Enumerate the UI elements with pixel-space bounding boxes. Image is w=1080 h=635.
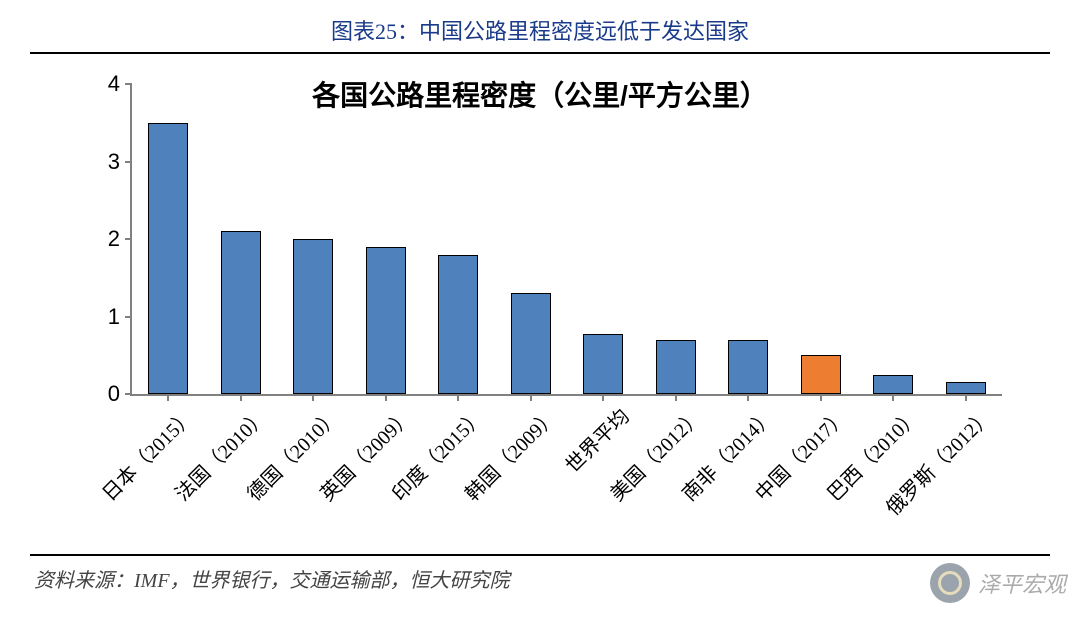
bar bbox=[801, 355, 841, 394]
bar bbox=[293, 239, 333, 394]
source-text: 资料来源：IMF，世界银行，交通运输部，恒大研究院 bbox=[30, 556, 1050, 593]
watermark: 泽平宏观 bbox=[930, 563, 1066, 603]
bar bbox=[873, 375, 913, 394]
y-tick-mark bbox=[125, 316, 132, 318]
bar bbox=[438, 255, 478, 395]
y-tick-mark bbox=[125, 238, 132, 240]
bar bbox=[366, 247, 406, 394]
bar bbox=[946, 382, 986, 394]
plot-area: 01234日本（2015）法国（2010）德国（2010）英国（2009）印度（… bbox=[130, 84, 1002, 396]
bar bbox=[221, 231, 261, 394]
bar bbox=[511, 293, 551, 394]
y-tick-mark bbox=[125, 161, 132, 163]
bar bbox=[148, 123, 188, 394]
y-tick-mark bbox=[125, 83, 132, 85]
bar bbox=[656, 340, 696, 394]
bars-layer bbox=[132, 84, 1002, 394]
watermark-icon bbox=[930, 563, 970, 603]
figure-caption: 图表25：中国公路里程密度远低于发达国家 bbox=[30, 10, 1050, 54]
bar bbox=[583, 334, 623, 394]
watermark-text: 泽平宏观 bbox=[978, 567, 1066, 599]
y-tick-mark bbox=[125, 393, 132, 395]
bar bbox=[728, 340, 768, 394]
chart-area: 各国公路里程密度（公里/平方公里） 01234日本（2015）法国（2010）德… bbox=[40, 54, 1040, 554]
